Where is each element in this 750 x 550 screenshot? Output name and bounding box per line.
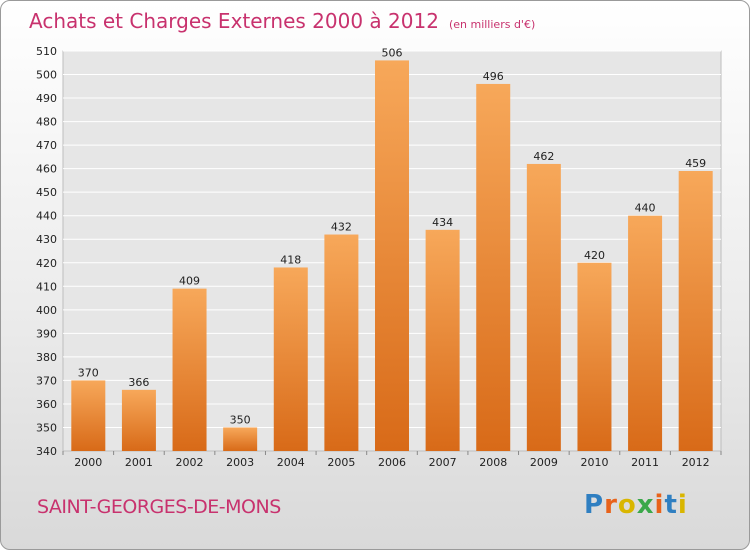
x-tick-label: 2005 <box>327 456 355 469</box>
y-tick-label: 360 <box>36 398 57 411</box>
bar <box>628 215 663 451</box>
bar <box>577 262 612 451</box>
x-tick-label: 2004 <box>277 456 305 469</box>
y-tick-label: 490 <box>36 92 57 105</box>
bar <box>678 171 713 451</box>
bar-value-label: 496 <box>483 70 504 83</box>
y-tick-label: 410 <box>36 280 57 293</box>
y-tick-label: 430 <box>36 233 57 246</box>
bar <box>324 234 359 451</box>
bar-value-label: 432 <box>331 221 352 234</box>
logo-letter: t <box>664 490 678 520</box>
bar-value-label: 434 <box>432 216 453 229</box>
logo-letter: o <box>617 490 637 520</box>
bar-value-label: 462 <box>533 150 554 163</box>
y-tick-label: 420 <box>36 257 57 270</box>
y-tick-label: 400 <box>36 304 57 317</box>
x-tick-label: 2000 <box>74 456 102 469</box>
bar-value-label: 350 <box>230 413 251 426</box>
y-tick-label: 500 <box>36 69 57 82</box>
x-tick-label: 2001 <box>125 456 153 469</box>
x-tick-label: 2007 <box>429 456 457 469</box>
y-tick-label: 480 <box>36 116 57 129</box>
y-tick-label: 450 <box>36 186 57 199</box>
bar-value-label: 506 <box>382 46 403 59</box>
logo-letter: r <box>604 490 618 520</box>
y-tick-label: 340 <box>36 445 57 458</box>
logo-letter: P <box>584 490 605 520</box>
x-tick-label: 2010 <box>580 456 608 469</box>
bar <box>425 229 460 451</box>
logo-letter: i <box>654 490 665 520</box>
city-name: SAINT-GEORGES-DE-MONS <box>37 496 281 518</box>
bar <box>273 267 308 451</box>
logo-letter: x <box>636 490 655 520</box>
x-tick-label: 2003 <box>226 456 254 469</box>
bar <box>223 427 258 451</box>
bar-value-label: 370 <box>78 366 99 379</box>
proxiti-logo: Proxiti <box>584 490 688 520</box>
bar-value-label: 459 <box>685 157 706 170</box>
bar <box>476 83 511 452</box>
y-tick-label: 370 <box>36 374 57 387</box>
chart-subtitle: (en milliers d'€) <box>448 18 536 31</box>
x-tick-label: 2002 <box>176 456 204 469</box>
x-tick-label: 2012 <box>682 456 710 469</box>
x-tick-label: 2011 <box>631 456 659 469</box>
bar <box>71 380 106 451</box>
y-tick-label: 510 <box>36 45 57 58</box>
bar-value-label: 409 <box>179 275 200 288</box>
x-tick-label: 2009 <box>530 456 558 469</box>
y-tick-label: 390 <box>36 327 57 340</box>
y-tick-label: 470 <box>36 139 57 152</box>
chart-title-block: Achats et Charges Externes 2000 à 2012 (e… <box>29 9 535 33</box>
bar <box>526 163 561 452</box>
logo-letter: i <box>677 490 688 520</box>
y-tick-label: 350 <box>36 421 57 434</box>
y-tick-label: 460 <box>36 163 57 176</box>
bar-value-label: 440 <box>635 202 656 215</box>
chart-title: Achats et Charges Externes 2000 à 2012 <box>29 9 439 33</box>
bar-value-label: 366 <box>128 376 149 389</box>
x-tick-label: 2006 <box>378 456 406 469</box>
x-tick-label: 2008 <box>479 456 507 469</box>
bar <box>375 60 409 451</box>
bar <box>172 288 207 451</box>
bar-value-label: 420 <box>584 249 605 262</box>
bar <box>121 389 156 451</box>
y-tick-label: 440 <box>36 210 57 223</box>
bar-value-label: 418 <box>280 253 301 266</box>
y-tick-label: 380 <box>36 351 57 364</box>
